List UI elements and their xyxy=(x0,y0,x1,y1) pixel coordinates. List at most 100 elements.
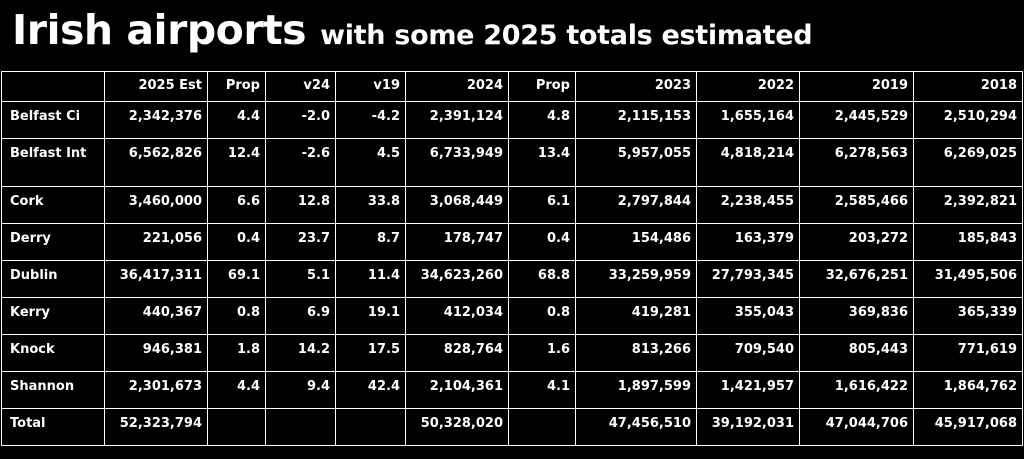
table-cell: 69.1 xyxy=(207,260,266,298)
header-2023: 2023 xyxy=(575,71,697,102)
table-cell: 2,115,153 xyxy=(575,101,697,139)
table-cell: 355,043 xyxy=(696,297,800,335)
table-cell: 42.4 xyxy=(335,371,406,409)
table-row: Kerry 440,367 0.8 6.9 19.1 412,034 0.8 419,281 3… xyxy=(1,297,1023,335)
table-row: Cork 3,460,000 6.6 12.8 33.8 3,068,449 6.1 2,79… xyxy=(1,186,1023,224)
table-cell: 31,495,506 xyxy=(913,260,1023,298)
table-cell: 0.4 xyxy=(207,223,266,261)
table-cell: 221,056 xyxy=(104,223,208,261)
table-cell: 9.4 xyxy=(265,371,336,409)
table-cell: 2,445,529 xyxy=(799,101,914,139)
airport-name-cell: Dublin xyxy=(1,260,105,298)
table-cell: 0.8 xyxy=(207,297,266,335)
table-cell: 5,957,055 xyxy=(575,138,697,187)
table-cell: 2,797,844 xyxy=(575,186,697,224)
table-cell: 33.8 xyxy=(335,186,406,224)
header-airport xyxy=(1,71,105,102)
table-cell: 365,339 xyxy=(913,297,1023,335)
title-subtitle: with some 2025 totals estimated xyxy=(320,20,813,51)
table-cell: 1,616,422 xyxy=(799,371,914,409)
table-cell: 39,192,031 xyxy=(696,408,800,446)
table-cell: 47,456,510 xyxy=(575,408,697,446)
table-cell: 2,585,466 xyxy=(799,186,914,224)
table-cell: 185,843 xyxy=(913,223,1023,261)
table-cell: 13.4 xyxy=(508,138,576,187)
table-cell: 813,266 xyxy=(575,334,697,372)
airport-name-cell: Derry xyxy=(1,223,105,261)
table-cell: 32,676,251 xyxy=(799,260,914,298)
table-cell: 1,864,762 xyxy=(913,371,1023,409)
airport-name-cell: Shannon xyxy=(1,371,105,409)
table-row: Belfast Ci 2,342,376 4.4 -2.0 -4.2 2,391,124 4… xyxy=(1,101,1023,139)
table-cell xyxy=(207,408,266,446)
table-cell xyxy=(335,408,406,446)
table-cell: 12.4 xyxy=(207,138,266,187)
table-cell: 709,540 xyxy=(696,334,800,372)
table-row: Dublin 36,417,311 69.1 5.1 11.4 34,623,260 68.… xyxy=(1,260,1023,298)
table-cell: 369,836 xyxy=(799,297,914,335)
table-row: Derry 221,056 0.4 23.7 8.7 178,747 0.4 154,486 1… xyxy=(1,223,1023,261)
airport-name-cell: Belfast Ci xyxy=(1,101,105,139)
table-cell: 47,044,706 xyxy=(799,408,914,446)
table-cell: 2,510,294 xyxy=(913,101,1023,139)
header-2018: 2018 xyxy=(913,71,1023,102)
table-row: Belfast Int 6,562,826 12.4 -2.6 4.5 6,733,949… xyxy=(1,138,1023,187)
table-cell: 203,272 xyxy=(799,223,914,261)
table-cell: 4,818,214 xyxy=(696,138,800,187)
header-2019: 2019 xyxy=(799,71,914,102)
table-cell xyxy=(265,408,336,446)
header-2025-est: 2025 Est xyxy=(104,71,208,102)
header-prop-2024: Prop xyxy=(508,71,576,102)
table-cell: 12.8 xyxy=(265,186,336,224)
table-cell: -2.6 xyxy=(265,138,336,187)
table-header-row: 2025 Est Prop v24 v19 2024 Prop 2023 2022 2019 20… xyxy=(1,71,1023,102)
table-cell: 50,328,020 xyxy=(405,408,509,446)
table-cell: 1.8 xyxy=(207,334,266,372)
table-cell: 6.1 xyxy=(508,186,576,224)
table-cell: 828,764 xyxy=(405,334,509,372)
table-cell: 6,278,563 xyxy=(799,138,914,187)
table-cell: 4.4 xyxy=(207,101,266,139)
header-prop-2025: Prop xyxy=(207,71,266,102)
table-cell: 45,917,068 xyxy=(913,408,1023,446)
table-cell: 27,793,345 xyxy=(696,260,800,298)
table-cell: 2,301,673 xyxy=(104,371,208,409)
airport-name-cell: Knock xyxy=(1,334,105,372)
table-cell: 1,897,599 xyxy=(575,371,697,409)
table-cell: 419,281 xyxy=(575,297,697,335)
table-cell: 4.8 xyxy=(508,101,576,139)
table-cell: 5.1 xyxy=(265,260,336,298)
table-cell: 2,238,455 xyxy=(696,186,800,224)
table-cell xyxy=(508,408,576,446)
table-cell: -2.0 xyxy=(265,101,336,139)
table-cell: 6.6 xyxy=(207,186,266,224)
table-cell: 154,486 xyxy=(575,223,697,261)
header-2022: 2022 xyxy=(696,71,800,102)
table-cell: 0.8 xyxy=(508,297,576,335)
table-cell: 440,367 xyxy=(104,297,208,335)
airport-name-cell: Kerry xyxy=(1,297,105,335)
title-main: Irish airports xyxy=(12,6,307,54)
table-cell: 14.2 xyxy=(265,334,336,372)
table-cell: 2,391,124 xyxy=(405,101,509,139)
table-cell: 163,379 xyxy=(696,223,800,261)
table-cell: -4.2 xyxy=(335,101,406,139)
table-cell: 52,323,794 xyxy=(104,408,208,446)
table-total-row: Total 52,323,794 50,328,020 47,456,510 39,19… xyxy=(1,408,1023,446)
table-cell: 4.5 xyxy=(335,138,406,187)
table-cell: 178,747 xyxy=(405,223,509,261)
table-cell: 23.7 xyxy=(265,223,336,261)
table-cell: 6,733,949 xyxy=(405,138,509,187)
table-cell: 946,381 xyxy=(104,334,208,372)
airport-name-cell: Cork xyxy=(1,186,105,224)
table-cell: 8.7 xyxy=(335,223,406,261)
page-title: Irish airports with some 2025 totals est… xyxy=(12,6,813,68)
table-cell: 68.8 xyxy=(508,260,576,298)
table-cell: 2,392,821 xyxy=(913,186,1023,224)
table-cell: 19.1 xyxy=(335,297,406,335)
table-cell: 6,562,826 xyxy=(104,138,208,187)
table-cell: 3,068,449 xyxy=(405,186,509,224)
table-cell: 6.9 xyxy=(265,297,336,335)
table-cell: 2,104,361 xyxy=(405,371,509,409)
table-cell: 34,623,260 xyxy=(405,260,509,298)
